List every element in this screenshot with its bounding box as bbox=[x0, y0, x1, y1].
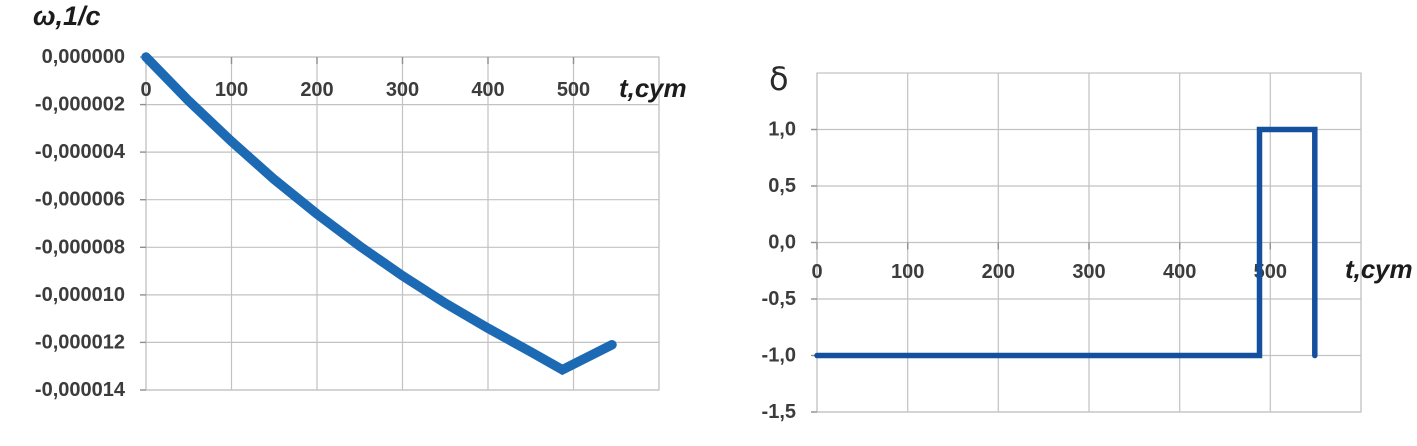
y-tick-label: -0,000012 bbox=[35, 331, 125, 353]
y-tick-label: 0,000000 bbox=[42, 46, 125, 68]
y-tick-label: -0,000002 bbox=[35, 94, 125, 116]
x-tick-label: 100 bbox=[891, 261, 924, 283]
y-tick-label: 0,0 bbox=[768, 232, 796, 254]
y-tick-label: 1,0 bbox=[768, 119, 796, 141]
x-tick-label: 300 bbox=[386, 79, 419, 101]
y-tick-label: -0,000014 bbox=[35, 379, 126, 401]
y-tick-label: -1,0 bbox=[762, 345, 796, 367]
right-chart-y-axis-title: δ bbox=[769, 60, 789, 98]
y-tick-label: -0,000010 bbox=[35, 284, 125, 306]
left-chart-y-axis-title: ω,1/с bbox=[33, 1, 101, 31]
y-tick-label: -0,000008 bbox=[35, 236, 125, 258]
left-chart-x-axis-title: t,сут bbox=[619, 73, 687, 103]
chart-omega: 0,000000 -0,000002 -0,000004 -0,000006 -0,00… bbox=[35, 46, 660, 401]
x-tick-label: 500 bbox=[557, 79, 590, 101]
y-tick-label: -0,000004 bbox=[35, 141, 126, 163]
x-tick-label: 0 bbox=[811, 261, 822, 283]
y-tick-label: -0,5 bbox=[762, 288, 796, 310]
y-tick-label: -1,5 bbox=[762, 401, 796, 423]
x-tick-label: 300 bbox=[1072, 261, 1105, 283]
right-chart-x-axis-title: t,сут bbox=[1345, 254, 1413, 284]
delta-curve bbox=[814, 126, 1318, 359]
x-tick-label: 100 bbox=[215, 79, 248, 101]
x-tick-label: 400 bbox=[471, 79, 504, 101]
x-tick-label: 400 bbox=[1163, 261, 1196, 283]
x-tick-label: 200 bbox=[982, 261, 1015, 283]
y-tick-label: 0,5 bbox=[768, 175, 796, 197]
x-tick-label: 200 bbox=[300, 79, 333, 101]
y-tick-label: -0,000006 bbox=[35, 189, 125, 211]
omega-curve bbox=[141, 52, 617, 376]
chart-delta: 1,00,50,0-0,5-1,0-1,50 100 200 300 400 500 bbox=[762, 72, 1362, 423]
x-tick-label: 0 bbox=[140, 79, 151, 101]
